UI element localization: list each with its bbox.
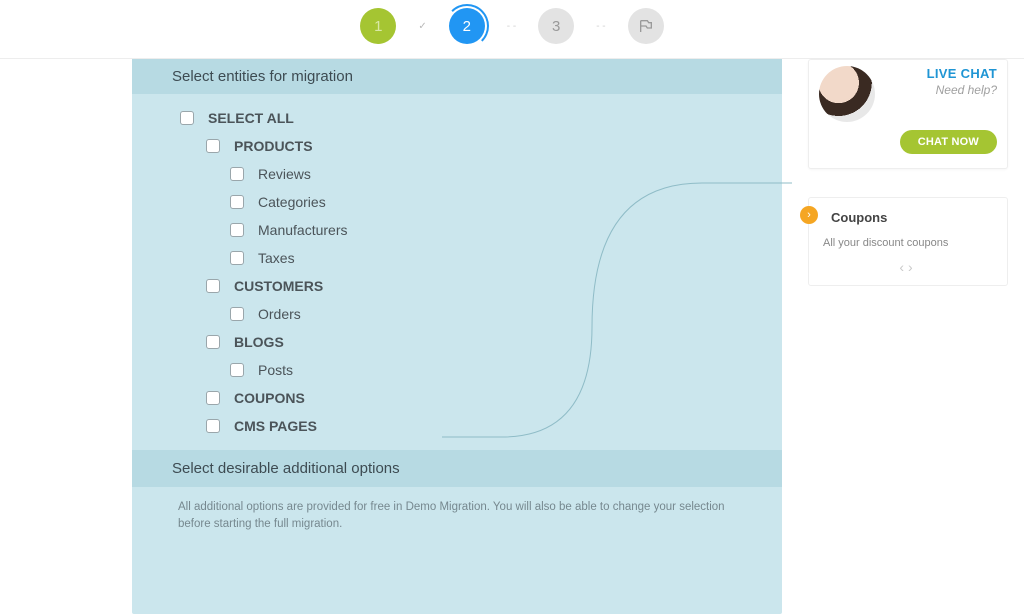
avatar	[819, 66, 875, 122]
entity-checkbox[interactable]	[206, 279, 220, 293]
sidebar: LIVE CHAT Need help? CHAT NOW › Coupons …	[808, 59, 1008, 286]
callout-prev[interactable]: ‹	[899, 259, 908, 275]
callout-title: Coupons	[831, 210, 993, 225]
entity-label: CUSTOMERS	[234, 278, 323, 294]
entity-checkbox[interactable]	[206, 139, 220, 153]
entity-label: BLOGS	[234, 334, 284, 350]
step-finish[interactable]	[628, 8, 664, 44]
entity-row-coupons[interactable]: COUPONS	[180, 384, 754, 412]
options-heading: Select desirable additional options	[132, 450, 782, 487]
entity-checkbox[interactable]	[206, 419, 220, 433]
entity-label: COUPONS	[234, 390, 305, 406]
step-separator: - -	[507, 21, 516, 32]
entity-row-select-all[interactable]: SELECT ALL	[180, 104, 754, 132]
chat-now-button[interactable]: CHAT NOW	[900, 130, 997, 154]
step-2[interactable]: 2	[449, 8, 485, 44]
entity-label: Manufacturers	[258, 222, 347, 238]
entity-label: PRODUCTS	[234, 138, 313, 154]
entity-row-cms-pages[interactable]: CMS PAGES	[180, 412, 754, 440]
entity-label: Orders	[258, 306, 301, 322]
entities-heading: Select entities for migration	[132, 59, 782, 94]
live-chat-subtitle: Need help?	[885, 83, 997, 97]
entity-row-customers[interactable]: CUSTOMERS	[180, 272, 754, 300]
coupons-callout: › Coupons All your discount coupons ‹›	[808, 197, 1008, 286]
flag-icon	[638, 18, 654, 34]
entity-checkbox[interactable]	[206, 391, 220, 405]
callout-next[interactable]: ›	[908, 259, 917, 275]
entity-label: Taxes	[258, 250, 295, 266]
entity-checkbox[interactable]	[230, 251, 244, 265]
entity-row-categories[interactable]: Categories	[180, 188, 754, 216]
step-separator-check: ✓	[418, 21, 426, 32]
entity-checkbox[interactable]	[180, 111, 194, 125]
entity-row-blogs[interactable]: BLOGS	[180, 328, 754, 356]
entity-checkbox[interactable]	[230, 307, 244, 321]
step-1[interactable]: 1	[360, 8, 396, 44]
entity-checkbox[interactable]	[230, 363, 244, 377]
options-description: All additional options are provided for …	[132, 487, 782, 532]
entity-row-orders[interactable]: Orders	[180, 300, 754, 328]
step-separator: - -	[596, 21, 605, 32]
live-chat-card: LIVE CHAT Need help? CHAT NOW	[808, 59, 1008, 169]
entity-checkbox[interactable]	[206, 335, 220, 349]
entities-tree: SELECT ALL PRODUCTS Reviews Categories Manuf…	[132, 94, 782, 446]
entity-row-taxes[interactable]: Taxes	[180, 244, 754, 272]
entity-row-manufacturers[interactable]: Manufacturers	[180, 216, 754, 244]
entity-label: Reviews	[258, 166, 311, 182]
entity-checkbox[interactable]	[230, 167, 244, 181]
entity-row-products[interactable]: PRODUCTS	[180, 132, 754, 160]
progress-stepper: 1 ✓ 2 - - 3 - -	[0, 0, 1024, 59]
entity-row-reviews[interactable]: Reviews	[180, 160, 754, 188]
live-chat-title: LIVE CHAT	[885, 66, 997, 81]
entity-checkbox[interactable]	[230, 223, 244, 237]
entity-row-posts[interactable]: Posts	[180, 356, 754, 384]
entity-label: Posts	[258, 362, 293, 378]
entity-label: CMS PAGES	[234, 418, 317, 434]
entity-label: Categories	[258, 194, 326, 210]
entity-checkbox[interactable]	[230, 195, 244, 209]
migration-form-panel: Select entities for migration SELECT ALL…	[132, 59, 782, 614]
callout-description: All your discount coupons	[823, 237, 993, 249]
step-3[interactable]: 3	[538, 8, 574, 44]
callout-arrow-icon: ›	[800, 206, 818, 224]
entity-label: SELECT ALL	[208, 110, 294, 126]
